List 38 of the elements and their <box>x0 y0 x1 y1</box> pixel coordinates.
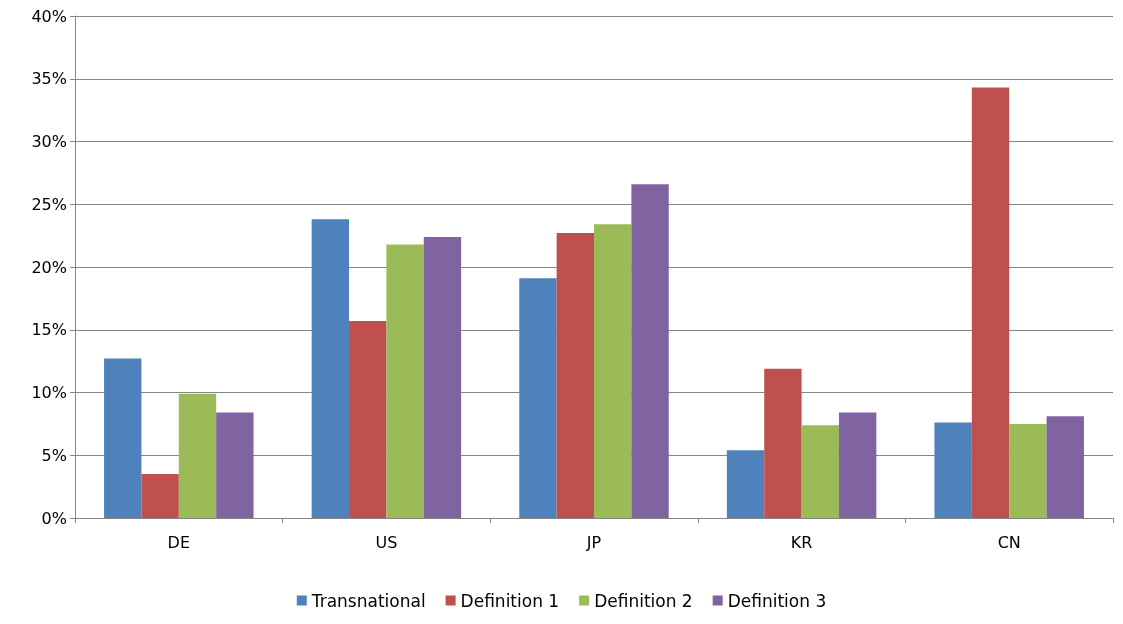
x-tick-label: CN <box>997 532 1021 552</box>
bar <box>838 412 877 518</box>
bar <box>216 412 254 518</box>
y-tick-label: 30% <box>31 132 67 151</box>
y-tick-label: 15% <box>31 320 67 340</box>
bar <box>519 278 557 518</box>
legend-label: Transnational <box>310 590 426 611</box>
bar <box>801 425 839 518</box>
bar <box>104 358 142 518</box>
y-tick-label: 5% <box>41 445 67 465</box>
bar <box>726 450 765 518</box>
x-tick-label: US <box>375 532 398 552</box>
y-tick-label: 0% <box>41 508 67 528</box>
bar <box>1046 416 1084 518</box>
bar <box>971 87 1010 518</box>
legend-label: Definition 3 <box>727 590 827 611</box>
bar <box>764 368 802 518</box>
bar <box>934 422 972 518</box>
y-tick-label: 40% <box>31 6 67 26</box>
x-tick-label: JP <box>585 532 602 552</box>
y-tick-label: 10% <box>31 383 67 402</box>
bar <box>594 224 632 518</box>
legend-label: Definition 2 <box>594 590 693 611</box>
bar <box>141 474 179 518</box>
y-tick-label: 20% <box>31 257 67 277</box>
legend-label: Definition 1 <box>460 590 560 611</box>
bar <box>423 236 462 518</box>
bar <box>178 393 217 518</box>
y-tick-label: 25% <box>31 194 67 214</box>
bar <box>349 320 387 518</box>
bar <box>386 244 424 518</box>
x-tick-label: KR <box>790 532 813 552</box>
y-tick-label: 35% <box>31 69 67 89</box>
bar <box>631 184 669 518</box>
x-tick-label: DE <box>167 532 191 552</box>
bar <box>1009 423 1047 518</box>
bar <box>311 219 350 518</box>
bar <box>556 233 594 518</box>
